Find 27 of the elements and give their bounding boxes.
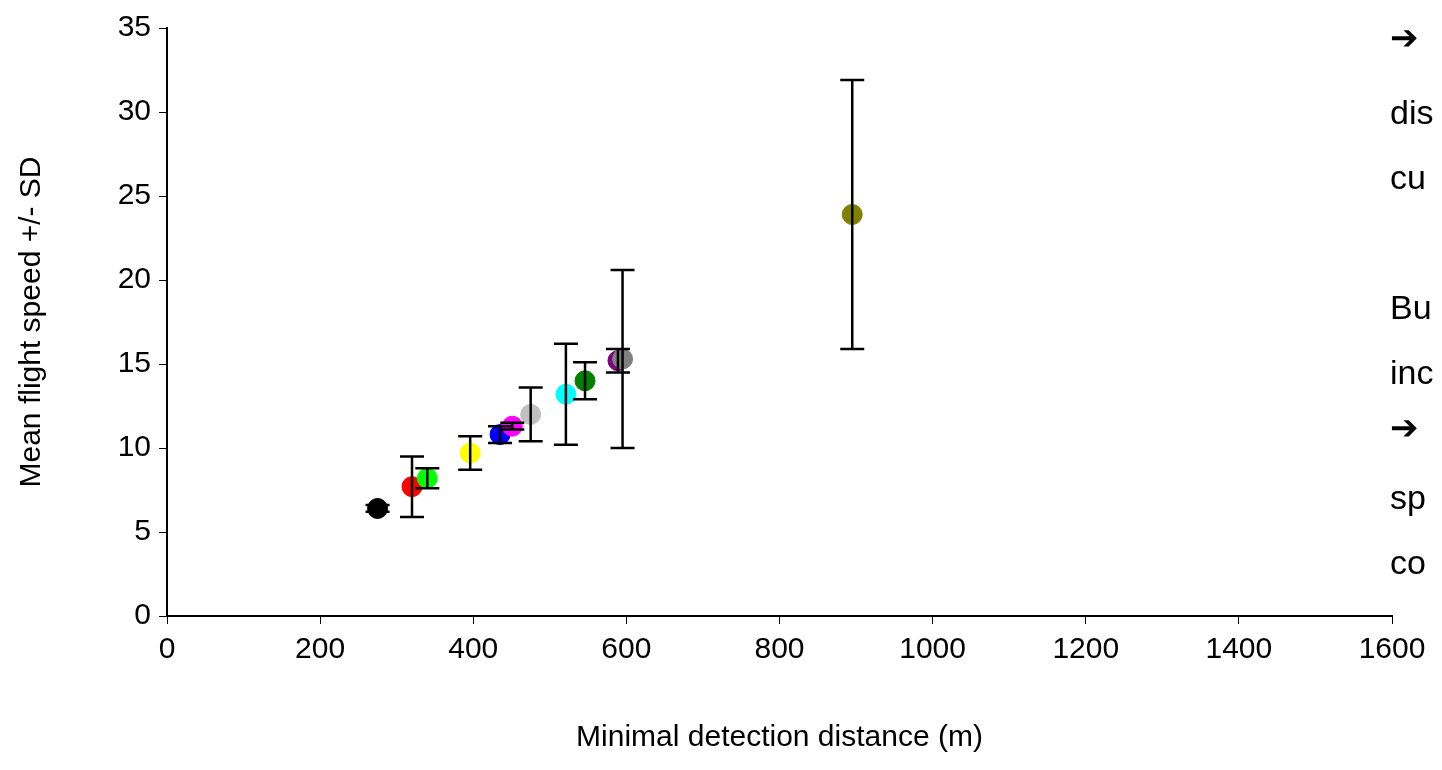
y-tick-label: 35 — [117, 9, 151, 43]
y-tick-label: 30 — [117, 93, 151, 127]
x-axis-title: Minimal detection distance (m) — [576, 719, 983, 753]
x-tick-label: 200 — [295, 631, 346, 665]
x-tick-label: 0 — [158, 631, 176, 665]
y-tick-label: 25 — [117, 177, 151, 211]
annotation: cu — [1390, 158, 1426, 196]
y-tick-label: 15 — [117, 345, 151, 379]
annotation: sp — [1390, 478, 1426, 516]
y-tick-label: 20 — [117, 261, 151, 295]
x-tick-label: 1600 — [1358, 631, 1426, 665]
y-tick-label: 0 — [134, 597, 151, 631]
annotation: ➔ — [1390, 18, 1418, 56]
annotation: Bu — [1390, 288, 1432, 326]
x-tick-label: 600 — [601, 631, 652, 665]
annotation: ➔ — [1390, 408, 1418, 446]
x-tick-label: 1000 — [899, 631, 966, 665]
y-tick-label: 5 — [134, 513, 151, 547]
y-axis-title: Mean flight speed +/- SD — [13, 156, 47, 488]
x-tick-label: 1400 — [1205, 631, 1273, 665]
annotation: inc — [1390, 353, 1434, 391]
x-tick-label: 1200 — [1052, 631, 1120, 665]
annotation: co — [1390, 543, 1426, 581]
x-tick-label: 800 — [754, 631, 805, 665]
annotation: dis — [1390, 93, 1434, 131]
x-tick-label: 400 — [448, 631, 499, 665]
y-tick-label: 10 — [117, 429, 151, 463]
